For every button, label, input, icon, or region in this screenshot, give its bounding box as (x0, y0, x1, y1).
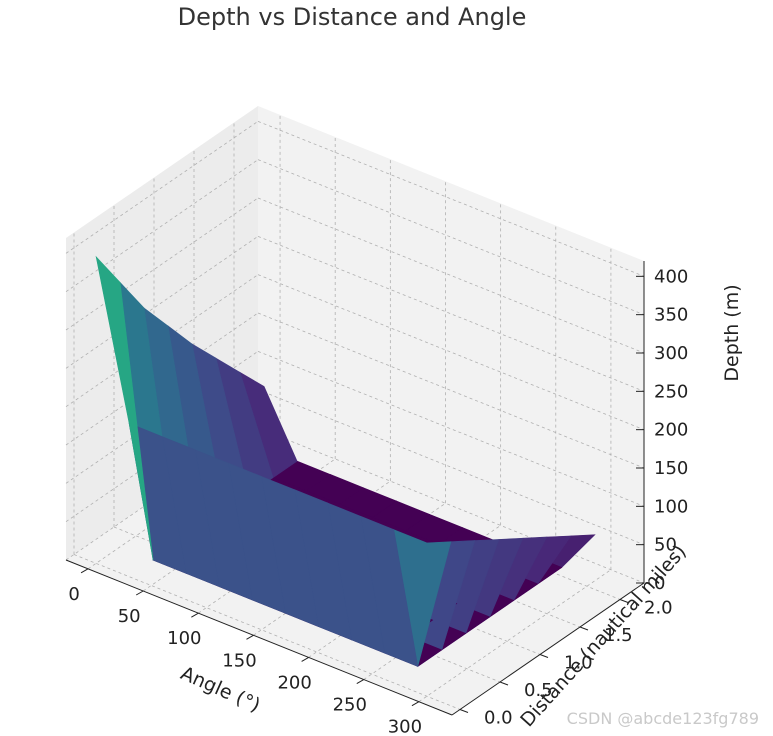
surface-facet (95, 255, 154, 561)
x-tick-label: 100 (167, 628, 201, 649)
z-tick-label: 150 (654, 458, 688, 479)
grid-line-x-floor (418, 569, 612, 703)
x-tick-mark (246, 634, 254, 640)
grid-line-z-side (65, 197, 259, 331)
x-tick-label: 50 (118, 606, 141, 627)
x-axis-line (65, 559, 453, 716)
x-tick-mark (135, 590, 144, 596)
grid-line-z-side (65, 121, 259, 254)
tick-labels: 0 50 100 150 200 250 300 0.0 0.5 1.0 1.5 2.0 0 50 100 1… (68, 266, 688, 736)
y-tick-label: 0.0 (484, 708, 513, 729)
grid-line-z-side (65, 159, 259, 292)
axis-lines (65, 261, 645, 716)
chart-title: Depth vs Distance and Angle (178, 3, 527, 31)
x-tick-mark (80, 568, 89, 574)
grid-line-z-side (65, 236, 259, 369)
y-tick-mark (539, 654, 549, 658)
y-tick-mark (459, 709, 469, 713)
x-tick-mark (411, 701, 420, 707)
x-tick-label: 250 (333, 695, 367, 716)
back-pane (258, 106, 644, 583)
y-tick-mark (499, 681, 509, 686)
x-tick-mark (191, 612, 199, 618)
z-tick-label: 250 (654, 381, 688, 402)
z-tick-label: 200 (654, 420, 688, 441)
x-tick-label: 0 (68, 584, 79, 605)
x-tick-label: 300 (388, 717, 422, 736)
y-axis-line (451, 582, 645, 716)
z-tick-label: 0 (654, 573, 665, 594)
x-tick-label: 150 (222, 650, 256, 671)
y-tick-label: 0.5 (524, 680, 553, 701)
y-tick-mark (579, 626, 589, 631)
x-tick-label: 200 (277, 672, 311, 693)
z-tick-label: 300 (654, 343, 688, 364)
z-tick-label: 400 (654, 266, 688, 287)
y-tick-label: 1.0 (564, 653, 593, 674)
y-tick-label: 1.5 (604, 625, 633, 646)
x-tick-mark (356, 679, 365, 685)
y-tick-label: 2.0 (644, 598, 673, 619)
x-tick-mark (301, 656, 309, 662)
depth-surface (95, 255, 596, 668)
z-tick-label: 50 (654, 535, 677, 556)
z-axis-label: Depth (m) (721, 284, 743, 381)
z-tick-label: 350 (654, 305, 688, 326)
watermark: CSDN @abcde123fg789 (566, 709, 759, 728)
y-tick-mark (619, 599, 629, 603)
z-tick-label: 100 (654, 496, 688, 517)
